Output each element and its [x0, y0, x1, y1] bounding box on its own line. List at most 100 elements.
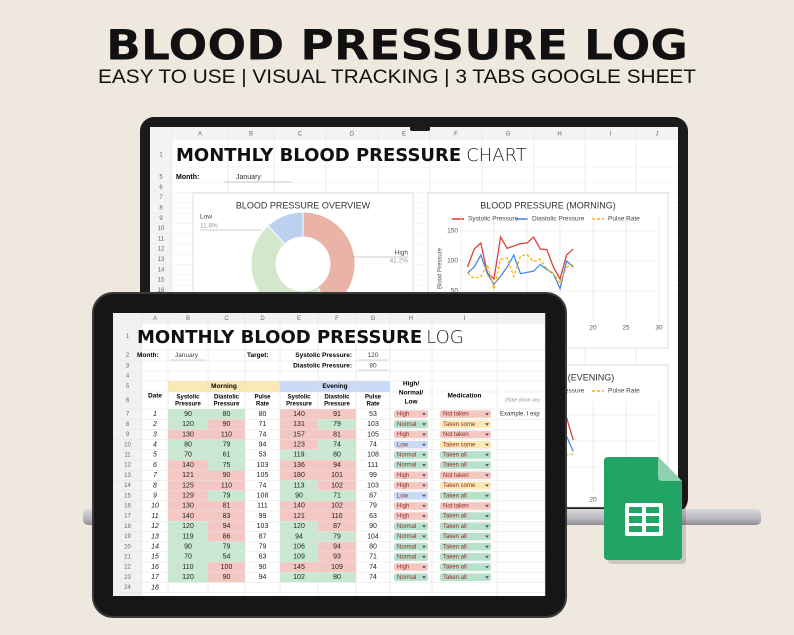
headline: BLOOD PRESSURE LOG [106, 21, 688, 70]
row-number: 7 [159, 195, 163, 201]
reading: 79 [259, 544, 267, 551]
cell-fill [208, 562, 245, 573]
reading: 74 [259, 431, 267, 438]
reading: 86 [223, 533, 231, 540]
date: 16 [151, 564, 159, 571]
dropdown-arrow [485, 535, 489, 538]
column-letter: A [198, 132, 202, 138]
reading: 80 [369, 544, 377, 551]
medication-pill [440, 532, 491, 541]
cell-fill [168, 511, 208, 522]
dropdown-arrow [485, 423, 489, 426]
cell-fill [280, 531, 318, 542]
column-header-bar [150, 127, 678, 140]
reading: 108 [257, 493, 269, 500]
header-sub: Pressure [214, 402, 240, 408]
cell-fill [168, 562, 208, 573]
date: 6 [153, 462, 157, 469]
reading: 109 [331, 564, 343, 571]
legend-label: Pulse Rate [608, 388, 640, 395]
header-sub: Rate [256, 402, 270, 408]
row-number: 8 [159, 205, 163, 211]
reading: 61 [223, 452, 231, 459]
reading: 120 [293, 523, 305, 530]
reading: 103 [257, 462, 269, 469]
reading: 103 [257, 523, 269, 530]
diastolic-label: Diastolic Pressure: [293, 363, 352, 370]
reading: 70 [184, 554, 192, 561]
donut-segment [267, 211, 304, 245]
medication-pill [440, 461, 491, 469]
reading: 71 [259, 421, 267, 428]
medication-pill [440, 420, 491, 429]
legend-label: Pulse Rate [608, 216, 640, 223]
status: Low [397, 442, 409, 448]
sheet-title-bold: MONTHLY BLOOD PRESSURE [137, 327, 422, 348]
reading: 79 [333, 421, 341, 428]
series-line [467, 253, 574, 290]
header-sub: Diastolic [324, 395, 350, 401]
reading: 80 [223, 411, 231, 418]
cell-fill [168, 480, 208, 491]
x-tick-label: 20 [589, 325, 597, 332]
reading: 140 [182, 513, 194, 520]
status-pill [394, 563, 428, 571]
column-letter: H [409, 316, 413, 322]
medication: Taken some [443, 422, 476, 428]
reading: 102 [293, 574, 305, 581]
status: Normal [397, 575, 416, 581]
reading: 90 [223, 574, 231, 581]
cell-fill [318, 409, 356, 420]
status-pill [394, 502, 428, 510]
status: High [397, 565, 409, 571]
row-number: 15 [124, 493, 131, 499]
status-pill [394, 410, 428, 418]
reading: 109 [293, 554, 305, 561]
reading: 79 [333, 533, 341, 540]
cell-fill [208, 460, 245, 471]
column-letter: G [371, 316, 376, 322]
reading: 119 [182, 533, 193, 540]
reading: 71 [369, 554, 377, 561]
status-pill [394, 420, 428, 429]
header-sub: Pulse [254, 395, 271, 401]
target-label: Target: [247, 352, 269, 359]
reading: 70 [184, 452, 192, 459]
column-letter: A [153, 316, 157, 322]
reading: 63 [369, 513, 377, 520]
reading: 121 [293, 513, 305, 520]
row-number: 14 [158, 267, 165, 273]
reading: 54 [223, 554, 231, 561]
dropdown-arrow [485, 494, 489, 498]
month-value: January [236, 174, 261, 181]
header-status: High/ [403, 381, 419, 388]
row-number: 9 [159, 216, 163, 222]
dropdown-arrow [422, 474, 426, 477]
cell-fill [208, 409, 245, 420]
dropdown-arrow [485, 484, 489, 487]
header-sub: Systolic [176, 395, 200, 401]
sheet-title-light: LOG [426, 327, 464, 348]
header-sub: Rate [366, 402, 380, 408]
reading: 102 [331, 503, 343, 510]
dropdown-arrow [422, 443, 426, 447]
cell-fill [318, 490, 356, 501]
dropdown-arrow [485, 576, 489, 579]
row-number: 16 [124, 503, 131, 509]
header-sub: Pressure [286, 402, 312, 408]
row-number: 6 [159, 185, 163, 191]
cell-fill [208, 419, 245, 430]
reading: 90 [259, 564, 267, 571]
reading: 130 [182, 503, 194, 510]
reading: 103 [367, 421, 379, 428]
column-letter: H [557, 132, 561, 138]
month-label: Month: [137, 352, 159, 359]
date: 5 [153, 452, 157, 459]
reading: 80 [333, 574, 341, 581]
reading: 100 [221, 564, 233, 571]
cell-fill [208, 511, 245, 522]
reading: 104 [367, 533, 379, 540]
reading: 119 [293, 452, 304, 459]
medication-pill [440, 440, 491, 449]
column-letter: B [249, 132, 253, 138]
